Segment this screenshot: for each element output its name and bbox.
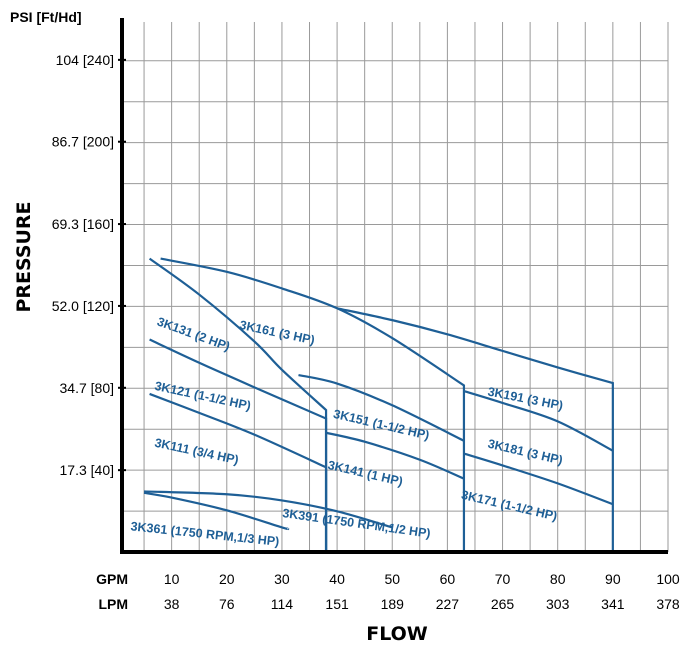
x-axis-title: FLOW xyxy=(366,623,428,645)
x-unit-label-lpm: LPM xyxy=(98,596,128,612)
y-tick-label: 86.7 [200] xyxy=(52,134,114,150)
x-tick-label-lpm: 151 xyxy=(325,596,349,612)
series-line xyxy=(149,392,328,552)
y-unit-label: PSI [Ft/Hd] xyxy=(10,9,82,25)
y-axis-title: PRESSURE xyxy=(13,201,35,312)
x-tick-label-gpm: 80 xyxy=(550,571,566,587)
x-tick-label-gpm: 50 xyxy=(384,571,400,587)
x-tick-label-lpm: 76 xyxy=(219,596,235,612)
x-tick-label-lpm: 189 xyxy=(381,596,405,612)
x-tick-label-gpm: 70 xyxy=(495,571,511,587)
series-label: 3K361 (1750 RPM,1/3 HP) xyxy=(130,519,280,549)
x-tick-label-lpm: 38 xyxy=(164,596,180,612)
series-line xyxy=(325,431,465,480)
series-line xyxy=(160,257,466,552)
x-tick-label-lpm: 227 xyxy=(436,596,460,612)
x-tick-label-lpm: 341 xyxy=(601,596,625,612)
x-tick-label-gpm: 100 xyxy=(656,571,680,587)
series-label: 3K161 (3 HP) xyxy=(238,318,316,348)
x-unit-label-gpm: GPM xyxy=(96,571,128,587)
series-label: 3K191 (3 HP) xyxy=(487,385,565,413)
series-line xyxy=(144,490,393,529)
x-tick-label-gpm: 30 xyxy=(274,571,290,587)
y-tick-label: 17.3 [40] xyxy=(60,462,115,478)
x-tick-label-gpm: 60 xyxy=(440,571,456,587)
y-tick-label: 69.3 [160] xyxy=(52,216,114,232)
curves xyxy=(143,257,614,552)
tick-labels: 17.3 [40] 34.7 [80] 52.0 [120] 69.3 [160] 86… xyxy=(52,52,680,612)
series-line xyxy=(463,390,614,452)
series-line xyxy=(336,307,614,552)
x-tick-label-lpm: 303 xyxy=(546,596,570,612)
series-line xyxy=(143,491,290,531)
x-tick-label-gpm: 40 xyxy=(329,571,345,587)
axes xyxy=(118,18,668,554)
y-tick-label: 52.0 [120] xyxy=(52,298,114,314)
y-tick-label: 104 [240] xyxy=(56,52,114,68)
x-tick-label-lpm: 114 xyxy=(271,596,294,612)
x-tick-label-gpm: 10 xyxy=(164,571,180,587)
x-tick-label-gpm: 20 xyxy=(219,571,235,587)
y-tick-label: 34.7 [80] xyxy=(60,380,115,396)
x-tick-label-gpm: 90 xyxy=(605,571,621,587)
series-line xyxy=(149,338,328,552)
series-line xyxy=(298,373,465,442)
series-label: 3K121 (1-1/2 HP) xyxy=(153,379,252,413)
x-tick-label-lpm: 265 xyxy=(491,596,515,612)
series-line xyxy=(463,452,614,506)
x-tick-label-lpm: 378 xyxy=(656,596,680,612)
series-line xyxy=(148,257,328,552)
